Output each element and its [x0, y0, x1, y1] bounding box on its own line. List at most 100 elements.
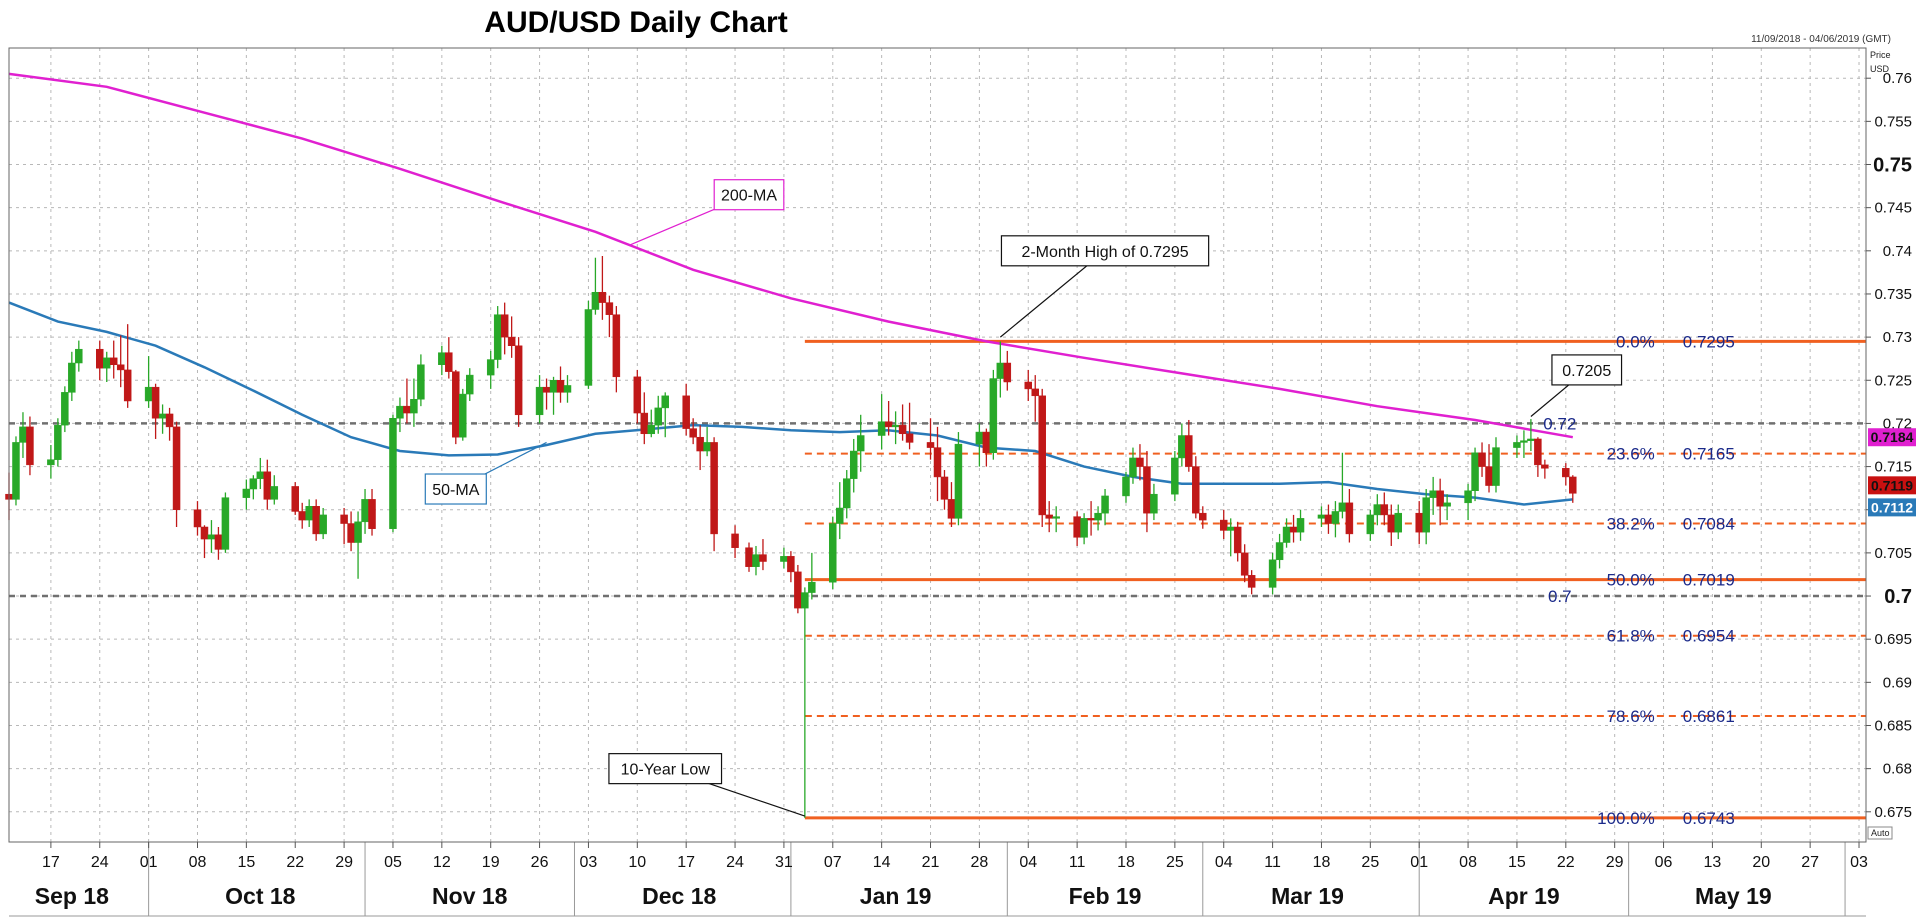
candle-body	[1429, 490, 1437, 498]
candle-body	[1087, 518, 1095, 521]
candle-body	[1233, 526, 1242, 554]
candle-body	[933, 447, 942, 478]
month-label: Feb 19	[1069, 883, 1142, 909]
x-tick-label: 17	[42, 854, 60, 871]
candle-body	[1045, 514, 1053, 519]
candle-body	[19, 426, 27, 443]
x-tick-label: 04	[1215, 854, 1233, 871]
x-tick-label: 08	[1459, 854, 1477, 871]
candle-body	[1373, 504, 1382, 516]
candle-body	[647, 424, 656, 435]
candle-body	[54, 424, 62, 460]
y-tick-label: 0.72	[1883, 415, 1912, 432]
x-tick-label: 14	[873, 854, 891, 871]
candle-body	[926, 442, 935, 448]
reference-line-label: 0.7	[1548, 587, 1572, 606]
candle-body	[535, 386, 544, 416]
auto-scale-button[interactable]	[1867, 826, 1893, 840]
plot-frame	[8, 47, 1867, 917]
candle-body	[158, 413, 167, 419]
date-range: 11/09/2018 - 04/06/2019 (GMT)	[1751, 34, 1891, 45]
y-tick-label: 0.755	[1874, 113, 1912, 130]
candle-body	[842, 478, 851, 509]
candle-body	[1387, 514, 1396, 533]
x-tick-label: 15	[237, 854, 255, 871]
x-tick-label: 18	[1117, 854, 1135, 871]
candle-body	[710, 442, 718, 535]
y-tick-label: 0.715	[1874, 459, 1912, 476]
candle-body	[445, 352, 453, 372]
y-tick-label: 0.745	[1874, 200, 1912, 217]
auto-scale-label[interactable]: Auto	[1871, 828, 1890, 838]
candle-body	[1171, 457, 1179, 495]
y-tick-label: 0.735	[1874, 286, 1912, 303]
candle-body	[947, 499, 956, 519]
x-tick-label: 12	[433, 854, 451, 871]
candle-body	[591, 291, 600, 310]
fib-level-value: 0.7019	[1683, 571, 1735, 590]
y-tick-label: 0.685	[1874, 717, 1912, 734]
x-tick-label: 31	[775, 854, 793, 871]
ma50-series	[8, 301, 1573, 506]
candle-body	[459, 393, 467, 438]
candle-body	[144, 386, 153, 402]
candle-body	[549, 380, 558, 393]
candle-body	[1527, 438, 1535, 441]
candle-body	[263, 471, 272, 500]
candle-body	[221, 497, 230, 550]
candle-body	[514, 345, 523, 416]
candle-body	[982, 431, 991, 454]
x-tick-label: 28	[970, 854, 988, 871]
candle-body	[1024, 381, 1033, 390]
x-tick-label: 03	[580, 854, 598, 871]
candle-body	[68, 362, 76, 393]
candle-body	[801, 592, 809, 609]
x-tick-label: 17	[677, 854, 695, 871]
candle-body	[787, 556, 795, 573]
candle-body	[745, 547, 753, 567]
candle-body	[123, 369, 132, 402]
x-tick-label: 15	[1508, 854, 1526, 871]
fib-level-pct: 38.2%	[1607, 515, 1655, 534]
candle-body	[836, 507, 844, 524]
candle-body	[47, 459, 55, 466]
x-tick-label: 11	[1264, 854, 1281, 871]
annotation-box	[713, 179, 785, 211]
x-tick-label: 01	[1410, 854, 1428, 871]
x-tick-label: 01	[140, 854, 158, 871]
candle-body	[1464, 490, 1472, 504]
candle-body	[340, 514, 348, 524]
y-tick-label: 0.69	[1883, 674, 1912, 691]
candle-body	[898, 424, 907, 435]
candle-body	[256, 471, 265, 479]
fib-level-pct: 78.6%	[1607, 707, 1655, 726]
candle-body	[1219, 519, 1228, 531]
candle-body	[1129, 457, 1137, 478]
candle-body	[312, 506, 320, 535]
price-tag	[1868, 498, 1916, 517]
x-tick-label: 20	[1752, 854, 1770, 871]
candle-body	[1380, 504, 1389, 516]
month-label: Apr 19	[1488, 883, 1560, 909]
x-tick-label: 26	[531, 854, 549, 871]
candle-body	[989, 378, 998, 454]
candle-body	[808, 581, 816, 593]
candle-body	[829, 523, 837, 583]
fib-level-value: 0.7165	[1683, 445, 1735, 464]
x-tick-label: 03	[1850, 854, 1868, 871]
y-tick-label: 0.695	[1874, 631, 1912, 648]
candle-body	[486, 359, 495, 376]
candle-body	[75, 348, 83, 364]
candle-body	[207, 534, 216, 540]
candle-body	[661, 395, 669, 409]
x-tick-label: 21	[922, 854, 940, 871]
candle-body	[1136, 457, 1144, 467]
candle-body	[410, 399, 418, 414]
annotation-label: 0.7205	[1562, 363, 1611, 380]
candle-body	[1471, 452, 1479, 491]
candle-body	[654, 407, 663, 426]
candle-body	[1275, 542, 1284, 561]
candle-body	[500, 314, 509, 338]
x-tick-label: 29	[335, 854, 353, 871]
